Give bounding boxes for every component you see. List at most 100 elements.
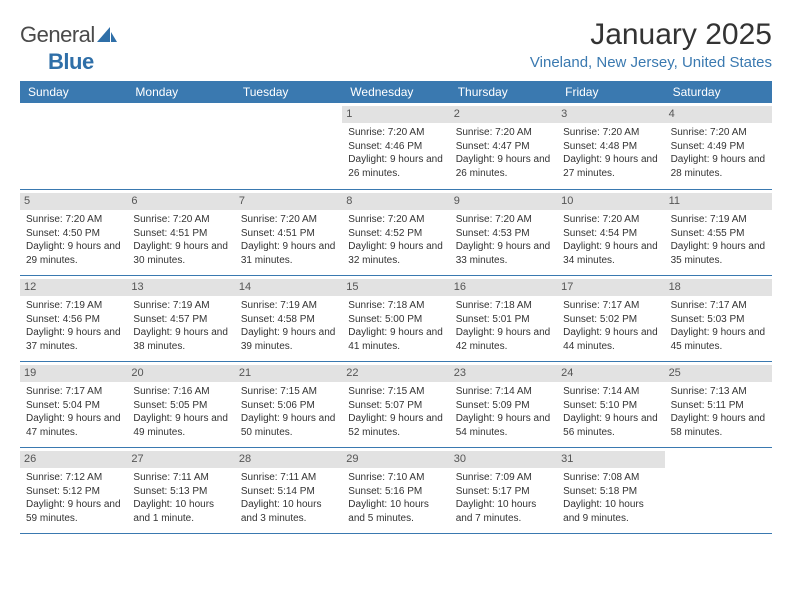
day-number: 5 <box>20 193 127 210</box>
calendar-cell: 19 Sunrise: 7:17 AMSunset: 5:04 PMDayligh… <box>20 361 127 447</box>
calendar-cell: 29 Sunrise: 7:10 AMSunset: 5:16 PMDayligh… <box>342 447 449 533</box>
weekday-label: Sunday <box>20 81 127 103</box>
brand-blue: Blue <box>48 49 94 74</box>
calendar-cell: 24 Sunrise: 7:14 AMSunset: 5:10 PMDayligh… <box>557 361 664 447</box>
header: General Blue January 2025 Vineland, New … <box>20 18 772 75</box>
day-detail: Sunrise: 7:09 AMSunset: 5:17 PMDaylight:… <box>456 471 551 525</box>
calendar-cell: 10 Sunrise: 7:20 AMSunset: 4:54 PMDayligh… <box>557 189 664 275</box>
day-number: 21 <box>235 365 342 382</box>
day-number: 1 <box>342 106 449 123</box>
calendar-cell: 8 Sunrise: 7:20 AMSunset: 4:52 PMDaylight… <box>342 189 449 275</box>
day-number: 30 <box>450 451 557 468</box>
weekday-header: SundayMondayTuesdayWednesdayThursdayFrid… <box>20 81 772 103</box>
day-number: 11 <box>665 193 772 210</box>
day-number: 7 <box>235 193 342 210</box>
day-detail: Sunrise: 7:19 AMSunset: 4:56 PMDaylight:… <box>26 299 121 353</box>
calendar-cell: 14 Sunrise: 7:19 AMSunset: 4:58 PMDayligh… <box>235 275 342 361</box>
calendar-cell: 12 Sunrise: 7:19 AMSunset: 4:56 PMDayligh… <box>20 275 127 361</box>
calendar-cell: . <box>665 447 772 533</box>
sail-icon <box>97 23 117 49</box>
day-number: 12 <box>20 279 127 296</box>
weekday-label: Monday <box>127 81 234 103</box>
day-detail: Sunrise: 7:17 AMSunset: 5:02 PMDaylight:… <box>563 299 658 353</box>
calendar-cell: 13 Sunrise: 7:19 AMSunset: 4:57 PMDayligh… <box>127 275 234 361</box>
calendar-cell: 1 Sunrise: 7:20 AMSunset: 4:46 PMDaylight… <box>342 103 449 189</box>
calendar-cell: 4Sunrise: 7:20 AMSunset: 4:49 PMDaylight… <box>665 103 772 189</box>
weekday-label: Saturday <box>665 81 772 103</box>
day-detail: Sunrise: 7:11 AMSunset: 5:13 PMDaylight:… <box>133 471 228 525</box>
day-number: 8 <box>342 193 449 210</box>
calendar-cell: 30 Sunrise: 7:09 AMSunset: 5:17 PMDayligh… <box>450 447 557 533</box>
day-number: 22 <box>342 365 449 382</box>
day-detail: Sunrise: 7:20 AMSunset: 4:51 PMDaylight:… <box>241 213 336 267</box>
calendar-cell: 31Sunrise: 7:08 AMSunset: 5:18 PMDayligh… <box>557 447 664 533</box>
day-number: 13 <box>127 279 234 296</box>
day-number: 17 <box>557 279 664 296</box>
calendar-grid: ...1Sunrise: 7:20 AMSunset: 4:46 PMDayli… <box>20 103 772 533</box>
day-detail: Sunrise: 7:19 AMSunset: 4:57 PMDaylight:… <box>133 299 228 353</box>
calendar-cell: 16 Sunrise: 7:18 AMSunset: 5:01 PMDayligh… <box>450 275 557 361</box>
brand-text: General Blue <box>20 22 117 75</box>
day-number: 24 <box>557 365 664 382</box>
day-detail: Sunrise: 7:11 AMSunset: 5:14 PMDaylight:… <box>241 471 336 525</box>
page-title: January 2025 <box>530 18 772 52</box>
calendar-cell: 6Sunrise: 7:20 AMSunset: 4:51 PMDaylight… <box>127 189 234 275</box>
brand-general: General <box>20 22 95 47</box>
day-detail: Sunrise: 7:12 AMSunset: 5:12 PMDaylight:… <box>26 471 121 525</box>
calendar-cell: 5 Sunrise: 7:20 AMSunset: 4:50 PMDaylight… <box>20 189 127 275</box>
calendar-cell: 21 Sunrise: 7:15 AMSunset: 5:06 PMDayligh… <box>235 361 342 447</box>
calendar-cell: 15Sunrise: 7:18 AMSunset: 5:00 PMDayligh… <box>342 275 449 361</box>
calendar-cell: . <box>127 103 234 189</box>
day-detail: Sunrise: 7:20 AMSunset: 4:46 PMDaylight:… <box>348 126 443 180</box>
day-detail: Sunrise: 7:18 AMSunset: 5:01 PMDaylight:… <box>456 299 551 353</box>
title-block: January 2025 Vineland, New Jersey, Unite… <box>530 18 772 71</box>
day-number: 27 <box>127 451 234 468</box>
day-number: 16 <box>450 279 557 296</box>
weekday-label: Thursday <box>450 81 557 103</box>
day-number: 20 <box>127 365 234 382</box>
day-detail: Sunrise: 7:14 AMSunset: 5:10 PMDaylight:… <box>563 385 658 439</box>
calendar-cell: 11 Sunrise: 7:19 AMSunset: 4:55 PMDayligh… <box>665 189 772 275</box>
day-detail: Sunrise: 7:10 AMSunset: 5:16 PMDaylight:… <box>348 471 443 525</box>
brand-logo: General Blue <box>20 18 117 75</box>
day-number: 18 <box>665 279 772 296</box>
day-detail: Sunrise: 7:16 AMSunset: 5:05 PMDaylight:… <box>133 385 228 439</box>
day-number: 6 <box>127 193 234 210</box>
day-number: 28 <box>235 451 342 468</box>
day-detail: Sunrise: 7:20 AMSunset: 4:52 PMDaylight:… <box>348 213 443 267</box>
calendar-cell: 27 Sunrise: 7:11 AMSunset: 5:13 PMDayligh… <box>127 447 234 533</box>
day-number: 15 <box>342 279 449 296</box>
day-detail: Sunrise: 7:19 AMSunset: 4:55 PMDaylight:… <box>671 213 766 267</box>
day-detail: Sunrise: 7:20 AMSunset: 4:53 PMDaylight:… <box>456 213 551 267</box>
day-detail: Sunrise: 7:15 AMSunset: 5:07 PMDaylight:… <box>348 385 443 439</box>
calendar-cell: 17 Sunrise: 7:17 AMSunset: 5:02 PMDayligh… <box>557 275 664 361</box>
day-detail: Sunrise: 7:20 AMSunset: 4:47 PMDaylight:… <box>456 126 551 180</box>
calendar-cell: 3Sunrise: 7:20 AMSunset: 4:48 PMDaylight… <box>557 103 664 189</box>
calendar-cell: 9Sunrise: 7:20 AMSunset: 4:53 PMDaylight… <box>450 189 557 275</box>
calendar-cell: 25 Sunrise: 7:13 AMSunset: 5:11 PMDayligh… <box>665 361 772 447</box>
day-number: 19 <box>20 365 127 382</box>
day-number: 29 <box>342 451 449 468</box>
calendar-cell: 20 Sunrise: 7:16 AMSunset: 5:05 PMDayligh… <box>127 361 234 447</box>
day-number: 25 <box>665 365 772 382</box>
day-number: 31 <box>557 451 664 468</box>
day-detail: Sunrise: 7:20 AMSunset: 4:54 PMDaylight:… <box>563 213 658 267</box>
day-detail: Sunrise: 7:14 AMSunset: 5:09 PMDaylight:… <box>456 385 551 439</box>
weekday-label: Tuesday <box>235 81 342 103</box>
calendar-cell: 28 Sunrise: 7:11 AMSunset: 5:14 PMDayligh… <box>235 447 342 533</box>
day-detail: Sunrise: 7:19 AMSunset: 4:58 PMDaylight:… <box>241 299 336 353</box>
day-detail: Sunrise: 7:13 AMSunset: 5:11 PMDaylight:… <box>671 385 766 439</box>
day-detail: Sunrise: 7:15 AMSunset: 5:06 PMDaylight:… <box>241 385 336 439</box>
day-number: 2 <box>450 106 557 123</box>
day-detail: Sunrise: 7:20 AMSunset: 4:50 PMDaylight:… <box>26 213 121 267</box>
day-number: 14 <box>235 279 342 296</box>
weekday-label: Wednesday <box>342 81 449 103</box>
day-detail: Sunrise: 7:20 AMSunset: 4:48 PMDaylight:… <box>563 126 658 180</box>
calendar-cell: 18Sunrise: 7:17 AMSunset: 5:03 PMDayligh… <box>665 275 772 361</box>
day-number: 23 <box>450 365 557 382</box>
calendar-cell: 22 Sunrise: 7:15 AMSunset: 5:07 PMDayligh… <box>342 361 449 447</box>
day-detail: Sunrise: 7:17 AMSunset: 5:04 PMDaylight:… <box>26 385 121 439</box>
bottom-rule <box>20 533 772 534</box>
day-number: 10 <box>557 193 664 210</box>
calendar-cell: . <box>235 103 342 189</box>
